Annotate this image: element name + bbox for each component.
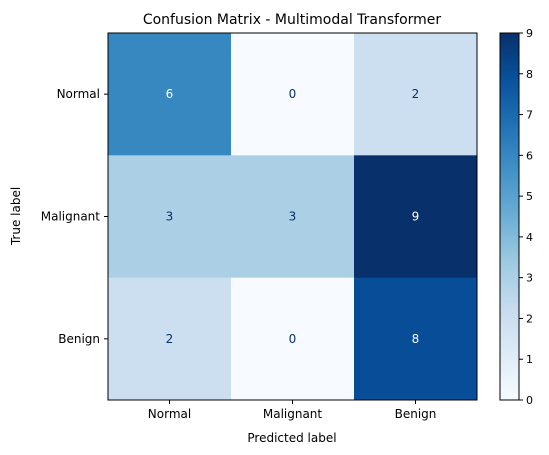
x-tick-label: Normal (148, 407, 191, 421)
colorbar-ticks: 0 1 2 3 4 5 6 7 8 9 (519, 27, 533, 407)
heatmap-cell (108, 155, 232, 279)
chart-title: Confusion Matrix - Multimodal Transforme… (143, 12, 442, 28)
y-axis-label: True label (9, 187, 23, 246)
colorbar-tick-label: 6 (526, 149, 533, 162)
x-tick-label: Benign (395, 407, 437, 421)
heatmap-cell-labels: 6 0 2 3 3 9 2 0 8 (166, 87, 420, 346)
colorbar (499, 32, 520, 401)
y-tick-label: Malignant (41, 210, 101, 224)
cell-value-label: 9 (412, 210, 420, 224)
x-axis-label: Predicted label (247, 431, 336, 445)
y-axis: Normal Malignant Benign (41, 87, 108, 346)
cell-value-label: 2 (166, 332, 174, 346)
colorbar-tick-label: 2 (526, 312, 533, 325)
cell-value-label: 3 (166, 210, 174, 224)
colorbar-tick-label: 9 (526, 27, 533, 40)
colorbar-tick-label: 7 (526, 109, 533, 122)
cell-value-label: 8 (412, 332, 420, 346)
cell-value-label: 2 (412, 87, 420, 101)
x-axis: Normal Malignant Benign (148, 400, 437, 421)
x-tick-label: Malignant (263, 407, 323, 421)
heatmap-cell (354, 33, 478, 156)
cell-value-label: 0 (289, 87, 297, 101)
cell-value-label: 0 (289, 332, 297, 346)
heatmap-cell (231, 33, 355, 156)
heatmap-cell (231, 277, 355, 401)
heatmap-cell (354, 155, 478, 279)
colorbar-tick-label: 0 (526, 394, 533, 407)
cell-value-label: 6 (166, 87, 174, 101)
colorbar-tick-label: 3 (526, 272, 533, 285)
colorbar-tick-label: 5 (526, 190, 533, 203)
y-tick-label: Normal (57, 87, 100, 101)
heatmap-cells (108, 33, 478, 401)
colorbar-tick-label: 4 (526, 231, 533, 244)
heatmap-cell (108, 33, 232, 156)
y-tick-label: Benign (58, 332, 100, 346)
colorbar-tick-label: 1 (526, 353, 533, 366)
colorbar-tick-label: 8 (526, 68, 533, 81)
heatmap-cell (354, 277, 478, 401)
heatmap-cell (231, 155, 355, 279)
cell-value-label: 3 (289, 210, 297, 224)
heatmap-cell (108, 277, 232, 401)
